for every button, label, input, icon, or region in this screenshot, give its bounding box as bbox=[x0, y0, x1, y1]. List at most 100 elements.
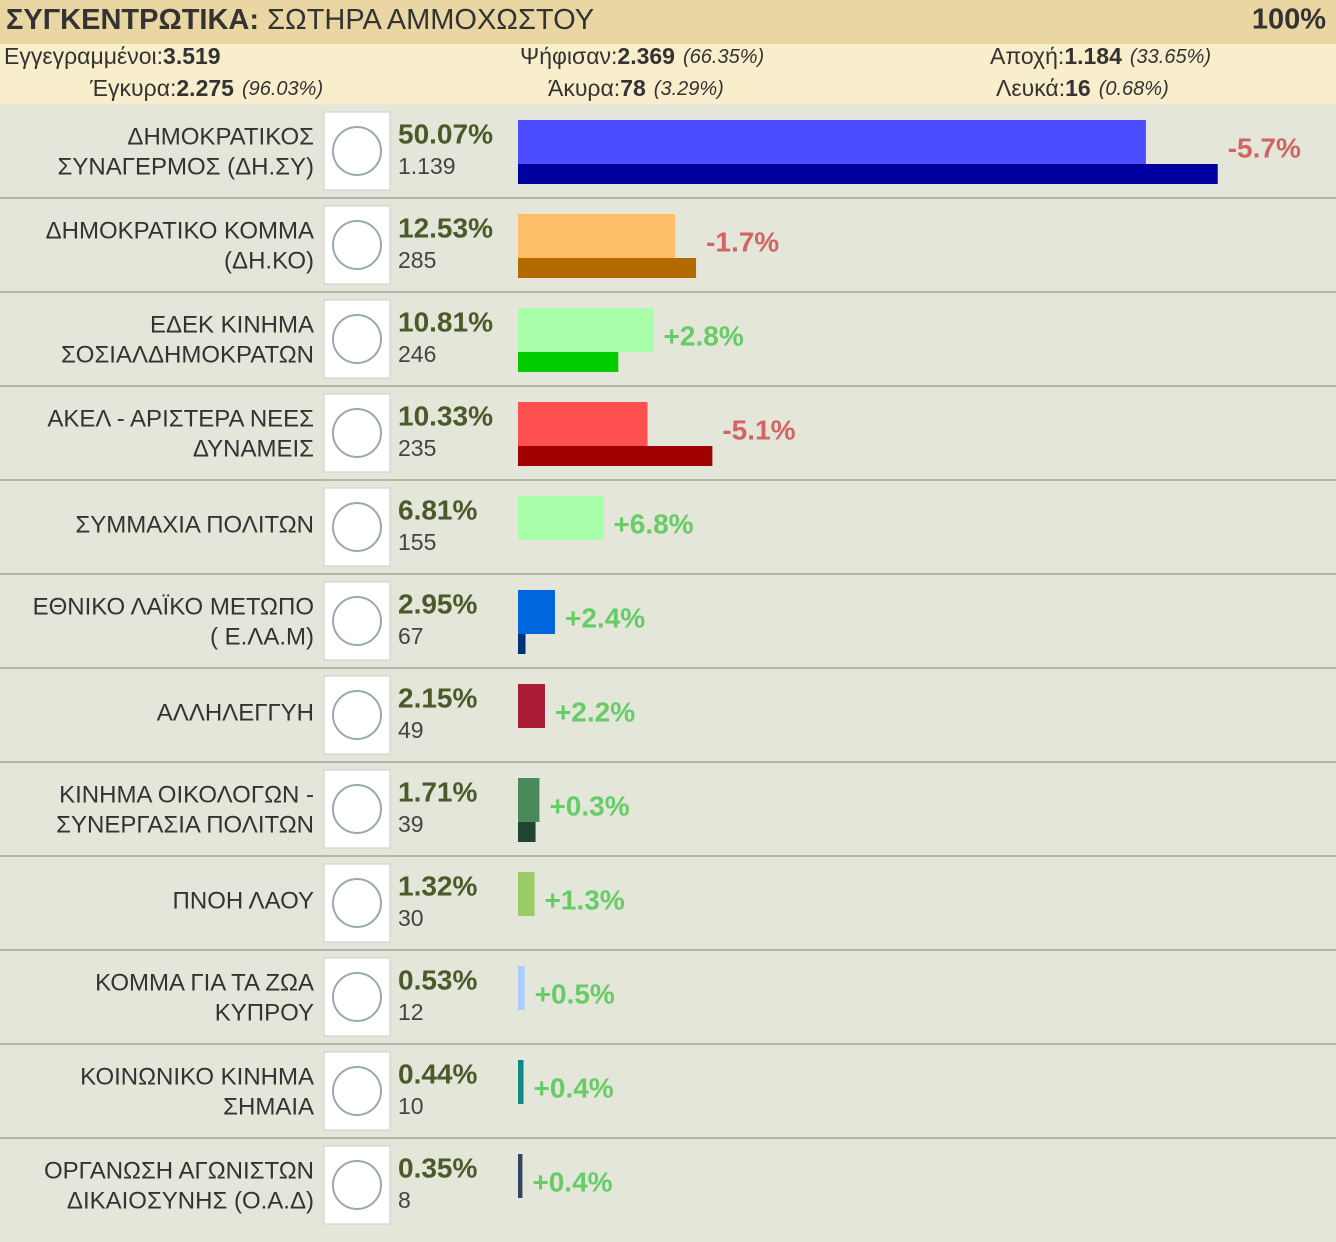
party-name: ΑΛΛΗΛΕΓΓΥΗ bbox=[157, 699, 314, 726]
party-percent: 10.81% bbox=[398, 306, 493, 337]
party-logo-emblem bbox=[332, 690, 382, 740]
results-panel bbox=[0, 104, 1336, 1242]
result-bar bbox=[518, 120, 1146, 164]
stat-value: 16 bbox=[1065, 75, 1091, 101]
party-votes: 67 bbox=[398, 623, 424, 649]
stat-label: Εγγεγραμμένοι: bbox=[4, 43, 163, 69]
party-percent: 2.15% bbox=[398, 682, 477, 713]
party-name: ΚΟΜΜΑ ΓΙΑ ΤΑ ΖΩΑ bbox=[95, 969, 314, 996]
change-label: -5.1% bbox=[722, 414, 795, 445]
result-bar bbox=[518, 1060, 524, 1104]
change-label: -1.7% bbox=[706, 226, 779, 257]
result-bar bbox=[518, 496, 604, 540]
result-bar bbox=[518, 402, 648, 446]
party-logo bbox=[323, 675, 391, 755]
stat: Ψήφισαν:2.369 (66.35%) bbox=[520, 43, 764, 69]
stat-label: Λευκά: bbox=[996, 75, 1065, 101]
party-percent: 2.95% bbox=[398, 588, 477, 619]
stat-label: Έγκυρα: bbox=[89, 75, 176, 101]
change-label: +0.5% bbox=[535, 978, 615, 1009]
previous-bar bbox=[518, 822, 536, 842]
party-percent: 1.71% bbox=[398, 776, 477, 807]
party-name: ΟΡΓΑΝΩΣΗ ΑΓΩΝΙΣΤΩΝ bbox=[44, 1157, 314, 1184]
change-label: +1.3% bbox=[545, 884, 625, 915]
stat: Αποχή:1.184 (33.65%) bbox=[990, 43, 1211, 69]
party-votes: 155 bbox=[398, 529, 436, 555]
change-label: +2.4% bbox=[565, 602, 645, 633]
header-title: ΣΥΓΚΕΝΤΡΩΤΙΚΑ: ΣΩΤΗΡΑ ΑΜΜΟΧΩΣΤΟΥ bbox=[6, 4, 594, 36]
party-votes: 49 bbox=[398, 717, 424, 743]
stat-percent: (0.68%) bbox=[1099, 78, 1169, 100]
result-bar bbox=[518, 872, 535, 916]
party-votes: 246 bbox=[398, 341, 436, 367]
party-name: ( Ε.ΛΑ.Μ) bbox=[210, 623, 314, 650]
result-bar bbox=[518, 214, 676, 258]
party-logo bbox=[323, 1051, 391, 1131]
party-logo bbox=[323, 111, 391, 191]
stat-value: 2.275 bbox=[176, 75, 234, 101]
party-votes: 1.139 bbox=[398, 153, 456, 179]
party-name: ΚΥΠΡΟΥ bbox=[215, 999, 314, 1026]
result-bar bbox=[518, 1154, 523, 1198]
party-logo bbox=[323, 957, 391, 1037]
stat-percent: (33.65%) bbox=[1130, 46, 1211, 68]
result-bar bbox=[518, 590, 555, 634]
change-label: +2.2% bbox=[555, 696, 635, 727]
party-percent: 12.53% bbox=[398, 212, 493, 243]
party-percent: 1.32% bbox=[398, 870, 477, 901]
previous-bar bbox=[518, 258, 697, 278]
party-name: ΣΥΝΕΡΓΑΣΙΑ ΠΟΛΙΤΩΝ bbox=[56, 811, 314, 838]
stat-label: Αποχή: bbox=[990, 43, 1064, 69]
party-percent: 50.07% bbox=[398, 118, 493, 149]
stat-label: Ψήφισαν: bbox=[520, 43, 617, 69]
party-logo-emblem bbox=[332, 220, 382, 270]
party-votes: 8 bbox=[398, 1187, 411, 1213]
party-percent: 10.33% bbox=[398, 400, 493, 431]
stat: Εγγεγραμμένοι:3.519 bbox=[4, 43, 221, 69]
party-logo-emblem bbox=[332, 878, 382, 928]
change-label: +2.8% bbox=[664, 320, 744, 351]
party-logo-emblem bbox=[332, 314, 382, 364]
previous-bar bbox=[518, 352, 619, 372]
party-logo-emblem bbox=[332, 408, 382, 458]
party-percent: 0.44% bbox=[398, 1058, 477, 1089]
party-logo-emblem bbox=[332, 1066, 382, 1116]
party-votes: 10 bbox=[398, 1093, 424, 1119]
result-bar bbox=[518, 684, 545, 728]
header-bar bbox=[0, 0, 1336, 44]
party-percent: 6.81% bbox=[398, 494, 477, 525]
stat-percent: (96.03%) bbox=[242, 78, 323, 100]
party-name: ΣΥΜΜΑΧΙΑ ΠΟΛΙΤΩΝ bbox=[75, 511, 314, 538]
stat: Άκυρα:78 (3.29%) bbox=[548, 75, 724, 101]
result-bar bbox=[518, 778, 540, 822]
party-name: ΕΘΝΙΚΟ ΛΑΪΚΟ ΜΕΤΩΠΟ bbox=[33, 593, 314, 620]
change-label: +0.4% bbox=[532, 1166, 612, 1197]
party-logo bbox=[323, 581, 391, 661]
party-logo bbox=[323, 299, 391, 379]
party-logo bbox=[323, 769, 391, 849]
party-name: ΣΥΝΑΓΕΡΜΟΣ (ΔΗ.ΣΥ) bbox=[58, 153, 314, 180]
previous-bar bbox=[518, 446, 713, 466]
stat: Λευκά:16 (0.68%) bbox=[996, 75, 1169, 101]
party-logo-emblem bbox=[332, 596, 382, 646]
counted: 100% bbox=[1252, 4, 1326, 36]
stat-value: 2.369 bbox=[617, 43, 675, 69]
stat: Έγκυρα:2.275 (96.03%) bbox=[89, 75, 323, 101]
party-logo-emblem bbox=[332, 1160, 382, 1210]
stat-label: Άκυρα: bbox=[548, 75, 620, 101]
stat-value: 3.519 bbox=[163, 43, 221, 69]
result-bar bbox=[518, 308, 654, 352]
party-name: ΚΙΝΗΜΑ ΟΙΚΟΛΟΓΩΝ - bbox=[59, 781, 314, 808]
change-label: +6.8% bbox=[613, 508, 693, 539]
party-name: ΔΙΚΑΙΟΣΥΝΗΣ (Ο.Α.Δ) bbox=[67, 1187, 314, 1214]
party-name: ΕΔΕΚ ΚΙΝΗΜΑ bbox=[150, 311, 314, 338]
party-logo bbox=[323, 1145, 391, 1225]
party-votes: 235 bbox=[398, 435, 436, 461]
party-logo bbox=[323, 393, 391, 473]
party-name: ΔΗΜΟΚΡΑΤΙΚΟΣ bbox=[127, 123, 314, 150]
party-name: ΠΝΟΗ ΛΑΟΥ bbox=[173, 887, 314, 914]
party-name: ΚΟΙΝΩΝΙΚΟ ΚΙΝΗΜΑ bbox=[80, 1063, 314, 1090]
party-name: ΣΗΜΑΙΑ bbox=[223, 1093, 314, 1120]
party-votes: 12 bbox=[398, 999, 424, 1025]
